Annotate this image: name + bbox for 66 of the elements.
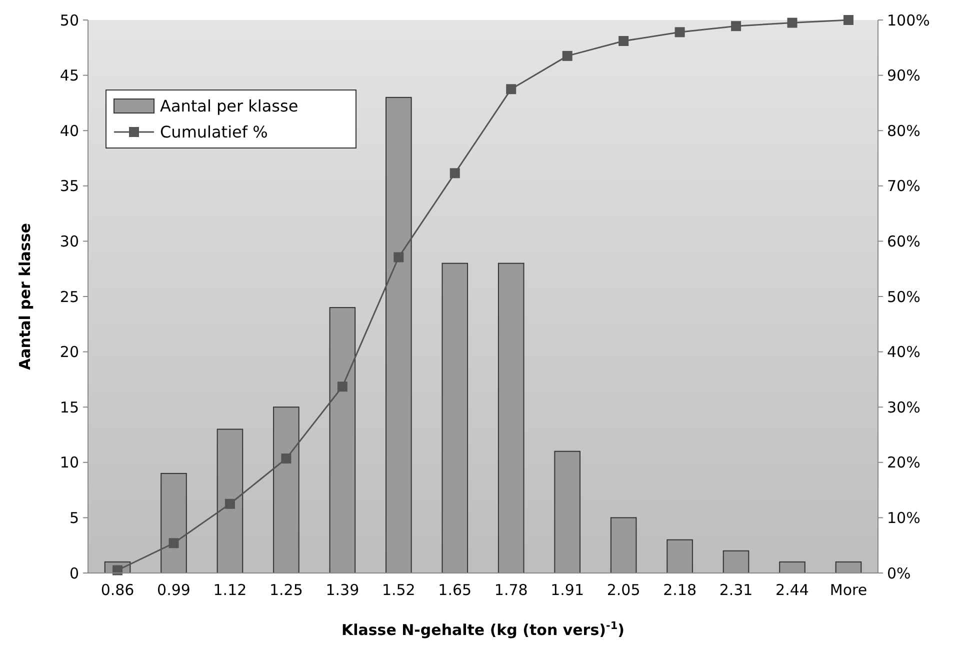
legend-label: Cumulatief % [160, 122, 268, 142]
y2-tick-label: 30% [887, 398, 920, 416]
bar [722, 550, 750, 574]
x-tick-label: 2.31 [719, 581, 753, 599]
bar [160, 472, 187, 574]
bar [442, 262, 468, 574]
x-tick-label: 1.12 [213, 581, 247, 599]
x-tick-label: 1.39 [326, 581, 360, 599]
y-tick-label: 0 [69, 564, 79, 582]
bar [554, 450, 580, 574]
point [618, 36, 629, 46]
y-tick-label: 40 [60, 122, 79, 140]
bar [273, 406, 300, 574]
x-axis-title: Klasse N-gehalte (kg (ton vers)$^{-1}$) [341, 620, 625, 639]
point [731, 21, 742, 32]
y-tick-label: 25 [60, 288, 79, 306]
y2-tick-label: 40% [887, 343, 920, 362]
y-tick-label: 30 [60, 232, 79, 250]
x-tick-label: 1.65 [438, 581, 472, 599]
y-tick-label: 50 [60, 11, 79, 30]
y2-tick-label: 0% [887, 564, 911, 582]
point [394, 252, 404, 262]
bar [386, 96, 412, 574]
y2-tick-label: 100% [887, 11, 930, 30]
legend-label: Aantal per klasse [160, 96, 298, 116]
point [281, 454, 292, 464]
y-tick-label: 10 [60, 454, 79, 472]
bar [779, 561, 806, 574]
bar [835, 561, 862, 574]
bar [329, 307, 356, 574]
y-tick-label: 20 [60, 343, 79, 362]
point [168, 538, 179, 548]
x-tick-label: More [830, 581, 868, 599]
y-axis-title: Aantal per klasse [16, 223, 34, 370]
bar [610, 517, 637, 574]
y2-tick-label: 90% [887, 66, 920, 85]
bar [666, 539, 693, 574]
point [843, 15, 854, 25]
bar [498, 262, 524, 574]
y-tick-label: 15 [60, 398, 79, 416]
y-tick-label: 45 [60, 66, 79, 85]
x-tick-label: 0.86 [100, 581, 134, 599]
x-tick-label: 1.91 [550, 581, 584, 599]
y-tick-label: 5 [69, 508, 79, 527]
x-tick-label: 1.25 [270, 581, 303, 599]
point [787, 18, 798, 28]
point [674, 27, 685, 38]
x-tick-label: 0.99 [157, 581, 190, 599]
point [506, 84, 516, 94]
y2-tick-label: 70% [887, 177, 920, 196]
bar [216, 428, 244, 574]
x-tick-label: 2.44 [776, 581, 809, 599]
y2-tick-label: 60% [887, 232, 920, 250]
x-tick-label: 1.78 [494, 581, 528, 599]
point [562, 50, 572, 61]
y2-tick-label: 80% [887, 122, 920, 140]
point [337, 382, 348, 392]
y-tick-label: 35 [60, 177, 79, 196]
y2-tick-label: 10% [887, 508, 920, 527]
x-tick-label: 1.52 [382, 581, 416, 599]
x-tick-label: 2.05 [606, 581, 640, 599]
y2-tick-label: 20% [887, 454, 920, 472]
x-tick-label: 2.18 [663, 581, 696, 599]
point [450, 168, 460, 178]
y2-tick-label: 50% [887, 288, 920, 306]
point [224, 498, 235, 509]
